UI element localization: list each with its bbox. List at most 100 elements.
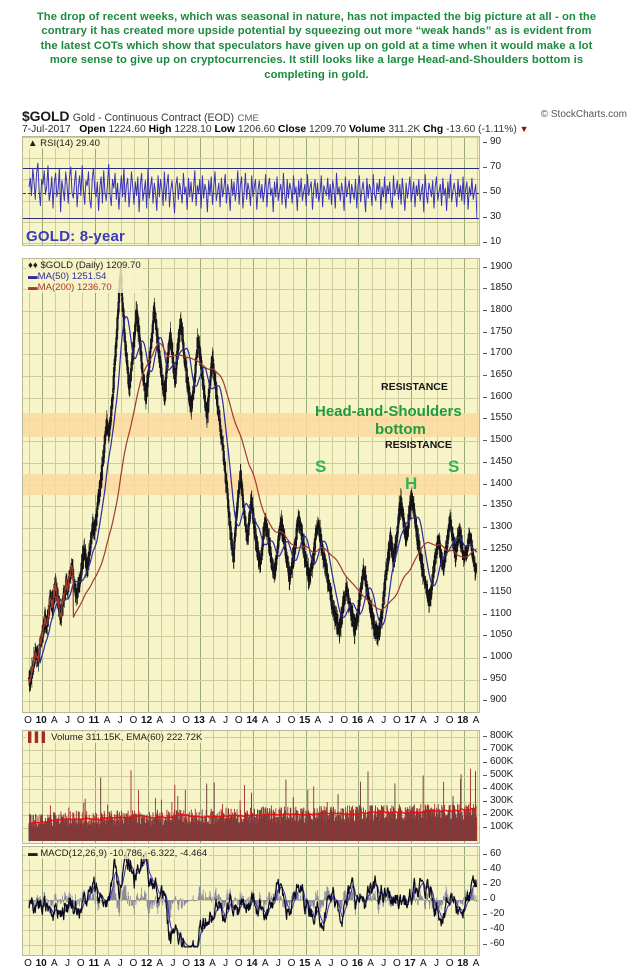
open-value: 1224.60 bbox=[108, 124, 146, 135]
price-axis-tick: 1400 bbox=[490, 477, 513, 489]
rsi-axis-tick: 90 bbox=[490, 136, 502, 148]
x-axis-tick: O bbox=[76, 958, 85, 969]
x-axis-tick: 12 bbox=[141, 958, 153, 969]
price-axis-tick: 1900 bbox=[490, 260, 513, 272]
macd-axis-tick: 60 bbox=[490, 847, 502, 859]
commentary-text: The drop of recent weeks, which was seas… bbox=[36, 11, 597, 81]
high-label: High bbox=[148, 124, 172, 135]
x-axis-tick: A bbox=[419, 958, 427, 969]
x-axis-tick: A bbox=[103, 958, 111, 969]
price-axis-tick: 1000 bbox=[490, 650, 513, 662]
symbol-description: Gold - Continuous Contract (EOD) bbox=[72, 112, 235, 124]
close-label: Close bbox=[278, 124, 307, 135]
x-axis-tick: 13 bbox=[193, 958, 205, 969]
stockcharts-brand: © StockCharts.com bbox=[540, 109, 627, 120]
x-axis-tick: O bbox=[445, 958, 454, 969]
x-axis-tick: 15 bbox=[299, 958, 311, 969]
high-value: 1228.10 bbox=[174, 124, 212, 135]
x-axis-tick: O bbox=[287, 958, 296, 969]
macd-y-axis: 60 40 20 0 -20 -40 -60 bbox=[482, 846, 542, 954]
x-axis-tick: 17 bbox=[404, 715, 416, 726]
price-axis-tick: 900 bbox=[490, 694, 507, 706]
x-axis-tick: O bbox=[445, 715, 454, 726]
close-value: 1209.70 bbox=[308, 124, 347, 135]
x-axis-tick: J bbox=[381, 958, 387, 969]
resistance-lower-label: RESISTANCE bbox=[385, 439, 452, 451]
symbol-ticker: $GOLD bbox=[22, 108, 70, 124]
x-axis-tick: 10 bbox=[35, 958, 47, 969]
candlestick-icon: ♦♦ bbox=[28, 260, 38, 271]
head-and-shoulders-label-line2: bottom bbox=[375, 421, 426, 438]
open-label: Open bbox=[79, 124, 106, 135]
price-axis-tick: 1650 bbox=[490, 369, 513, 381]
price-axis-tick: 1750 bbox=[490, 325, 513, 337]
x-axis-tick: O bbox=[76, 715, 85, 726]
x-axis-tick: 11 bbox=[88, 715, 100, 726]
rsi-panel: ▲ RSI(14) 29.40 bbox=[22, 136, 480, 246]
x-axis-tick: 12 bbox=[141, 715, 153, 726]
head-and-shoulders-label-line1: Head-and-Shoulders bbox=[315, 403, 462, 420]
exchange-label: CME bbox=[237, 113, 259, 124]
macd-panel: ▬ MACD(12,26,9) -10.786, -6.322, -4.464 bbox=[22, 846, 480, 956]
x-axis-tick: J bbox=[381, 715, 387, 726]
macd-axis-tick: -60 bbox=[490, 938, 505, 950]
rsi-icon: ▲ bbox=[28, 138, 38, 149]
x-axis-tick: 14 bbox=[246, 715, 258, 726]
chg-label: Chg bbox=[423, 124, 444, 135]
x-axis-tick: A bbox=[209, 958, 216, 969]
x-axis-tick: A bbox=[156, 715, 164, 726]
volume-axis-tick: 200K bbox=[490, 808, 514, 820]
price-panel: RESISTANCE Head-and-Shoulders bottom RESIST… bbox=[22, 258, 480, 713]
resistance-band-2 bbox=[23, 473, 479, 496]
price-axis-tick: 1200 bbox=[490, 564, 513, 576]
x-axis-tick: O bbox=[393, 715, 401, 726]
macd-axis-tick: -20 bbox=[490, 908, 505, 920]
low-value: 1206.60 bbox=[237, 124, 276, 135]
x-axis-tick: A bbox=[51, 958, 58, 969]
rsi-axis-tick: 70 bbox=[490, 161, 502, 173]
rsi-axis-tick: 10 bbox=[490, 236, 502, 247]
x-axis-tick: O bbox=[393, 958, 401, 969]
x-axis-tick: J bbox=[328, 715, 334, 726]
x-axis-tick: J bbox=[275, 715, 281, 726]
ma200-legend: MA(200) 1236.70 bbox=[37, 282, 112, 293]
price-axis-tick: 1300 bbox=[490, 520, 513, 532]
volume-panel: ▌▌▌ Volume 311.15K, EMA(60) 222.72K bbox=[22, 730, 480, 844]
x-axis-tick: J bbox=[170, 958, 176, 969]
low-label: Low bbox=[214, 124, 236, 135]
chart-title: GOLD: 8-year bbox=[26, 228, 126, 245]
price-axis-tick: 1100 bbox=[490, 607, 512, 619]
x-axis-tick: A bbox=[314, 715, 322, 726]
volume-y-axis: 800K 700K 600K 500K 400K 300K 200K 100K bbox=[482, 730, 542, 842]
volume-axis-tick: 500K bbox=[490, 769, 514, 781]
x-axis-tick: 18 bbox=[457, 715, 469, 726]
price-axis-tick: 1050 bbox=[490, 629, 513, 641]
left-shoulder-marker: S bbox=[315, 457, 327, 476]
chart-header-ohlc-line: 7-Jul-2017 Open 1224.60 High 1228.10 Low… bbox=[22, 124, 529, 135]
x-axis-tick: 16 bbox=[351, 715, 363, 726]
chg-value: -13.60 (-1.11%) bbox=[446, 124, 517, 135]
volume-legend: ▌▌▌ Volume 311.15K, EMA(60) 222.72K bbox=[26, 732, 205, 743]
volume-axis-tick: 700K bbox=[490, 743, 514, 755]
price-axis-tick: 1850 bbox=[490, 282, 513, 294]
x-axis-tick: O bbox=[340, 715, 349, 726]
x-axis-tick: J bbox=[275, 958, 281, 969]
price-axis-tick: 1250 bbox=[490, 542, 513, 554]
x-axis-tick: O bbox=[340, 958, 349, 969]
macd-axis-tick: 20 bbox=[490, 877, 502, 889]
volume-axis-tick: 300K bbox=[490, 795, 514, 807]
resistance-band-1 bbox=[23, 412, 479, 437]
price-axis-tick: 1600 bbox=[490, 390, 513, 402]
x-axis-tick: O bbox=[234, 715, 243, 726]
x-axis-tick: J bbox=[117, 958, 123, 969]
x-axis-tick: J bbox=[170, 715, 176, 726]
ma200-swatch: ▬ bbox=[28, 282, 38, 293]
price-y-axis: 1900 1850 1800 1750 1700 1650 1600 1550 1500 1450… bbox=[482, 258, 542, 711]
price-axis-tick: 1350 bbox=[490, 499, 513, 511]
price-axis-tick: 1550 bbox=[490, 412, 513, 424]
resistance-upper-label: RESISTANCE bbox=[381, 381, 448, 393]
x-axis-tick: A bbox=[314, 958, 322, 969]
x-axis-tick: J bbox=[117, 715, 123, 726]
x-axis-tick: 13 bbox=[193, 715, 205, 726]
x-axis-tick: A bbox=[103, 715, 111, 726]
